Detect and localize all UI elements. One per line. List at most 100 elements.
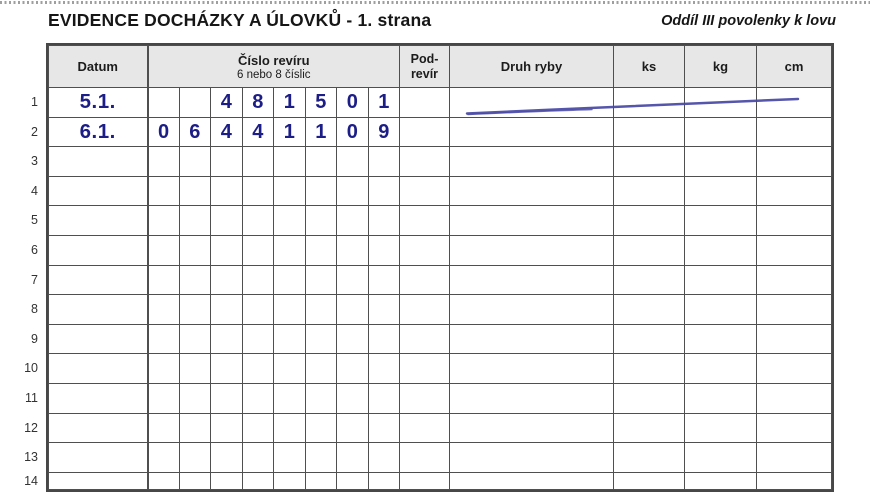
revir-digit-cell[interactable] (147, 382, 180, 414)
pod-revir-cell[interactable] (399, 412, 450, 444)
fish-species-cell[interactable] (449, 294, 614, 325)
revir-digit-cell[interactable] (147, 87, 180, 118)
ks-cell[interactable] (613, 205, 685, 236)
pod-revir-cell[interactable] (399, 234, 450, 266)
fish-species-cell[interactable] (449, 442, 614, 473)
revir-digit-cell[interactable] (178, 323, 211, 355)
kg-cell[interactable] (684, 353, 757, 384)
revir-digit-cell[interactable] (336, 146, 369, 177)
revir-digit-cell[interactable]: 4 (241, 116, 274, 148)
cm-cell[interactable] (756, 382, 832, 414)
kg-cell[interactable] (684, 87, 757, 118)
ks-cell[interactable] (613, 471, 685, 490)
revir-digit-cell[interactable] (241, 294, 274, 325)
fish-species-cell[interactable] (449, 412, 614, 444)
kg-cell[interactable] (684, 234, 757, 266)
cm-cell[interactable] (756, 442, 832, 473)
revir-digit-cell[interactable] (367, 175, 400, 207)
revir-digit-cell[interactable] (147, 234, 180, 266)
revir-digit-cell[interactable] (241, 353, 274, 384)
pod-revir-cell[interactable] (399, 205, 450, 236)
datum-cell[interactable] (48, 205, 149, 236)
revir-digit-cell[interactable] (304, 471, 337, 490)
revir-digit-cell[interactable] (367, 412, 400, 444)
revir-digit-cell[interactable] (178, 264, 211, 296)
revir-digit-cell[interactable] (178, 353, 211, 384)
revir-digit-cell[interactable] (178, 294, 211, 325)
revir-digit-cell[interactable] (241, 412, 274, 444)
revir-digit-cell[interactable] (147, 175, 180, 207)
pod-revir-cell[interactable] (399, 382, 450, 414)
revir-digit-cell[interactable] (273, 323, 306, 355)
revir-digit-cell[interactable] (304, 205, 337, 236)
revir-digit-cell[interactable] (336, 234, 369, 266)
kg-cell[interactable] (684, 294, 757, 325)
cm-cell[interactable] (756, 116, 832, 148)
revir-digit-cell[interactable] (367, 234, 400, 266)
revir-digit-cell[interactable]: 4 (210, 87, 243, 118)
pod-revir-cell[interactable] (399, 175, 450, 207)
revir-digit-cell[interactable] (304, 323, 337, 355)
revir-digit-cell[interactable]: 8 (241, 87, 274, 118)
revir-digit-cell[interactable] (336, 353, 369, 384)
kg-cell[interactable] (684, 323, 757, 355)
revir-digit-cell[interactable] (367, 323, 400, 355)
ks-cell[interactable] (613, 323, 685, 355)
datum-cell[interactable] (48, 264, 149, 296)
revir-digit-cell[interactable]: 1 (273, 87, 306, 118)
ks-cell[interactable] (613, 234, 685, 266)
revir-digit-cell[interactable] (210, 382, 243, 414)
revir-digit-cell[interactable] (304, 146, 337, 177)
revir-digit-cell[interactable] (367, 471, 400, 490)
revir-digit-cell[interactable] (273, 412, 306, 444)
datum-cell[interactable] (48, 323, 149, 355)
pod-revir-cell[interactable] (399, 264, 450, 296)
revir-digit-cell[interactable]: 0 (336, 87, 369, 118)
revir-digit-cell[interactable] (241, 471, 274, 490)
cm-cell[interactable] (756, 234, 832, 266)
revir-digit-cell[interactable] (147, 353, 180, 384)
ks-cell[interactable] (613, 264, 685, 296)
datum-cell[interactable] (48, 471, 149, 490)
revir-digit-cell[interactable] (367, 264, 400, 296)
revir-digit-cell[interactable] (241, 175, 274, 207)
datum-cell[interactable] (48, 442, 149, 473)
fish-species-cell[interactable] (449, 353, 614, 384)
revir-digit-cell[interactable] (178, 87, 211, 118)
revir-digit-cell[interactable]: 0 (336, 116, 369, 148)
revir-digit-cell[interactable] (367, 146, 400, 177)
ks-cell[interactable] (613, 382, 685, 414)
revir-digit-cell[interactable]: 6 (178, 116, 211, 148)
revir-digit-cell[interactable] (178, 175, 211, 207)
fish-species-cell[interactable] (449, 471, 614, 490)
revir-digit-cell[interactable] (273, 353, 306, 384)
ks-cell[interactable] (613, 116, 685, 148)
revir-digit-cell[interactable] (147, 264, 180, 296)
revir-digit-cell[interactable] (304, 442, 337, 473)
revir-digit-cell[interactable] (147, 323, 180, 355)
ks-cell[interactable] (613, 146, 685, 177)
revir-digit-cell[interactable] (241, 205, 274, 236)
datum-cell[interactable] (48, 146, 149, 177)
revir-digit-cell[interactable]: 1 (304, 116, 337, 148)
ks-cell[interactable] (613, 294, 685, 325)
fish-species-cell[interactable] (449, 234, 614, 266)
revir-digit-cell[interactable] (210, 205, 243, 236)
fish-species-cell[interactable] (449, 146, 614, 177)
revir-digit-cell[interactable] (273, 234, 306, 266)
revir-digit-cell[interactable] (210, 412, 243, 444)
fish-species-cell[interactable] (449, 264, 614, 296)
revir-digit-cell[interactable] (273, 294, 306, 325)
pod-revir-cell[interactable] (399, 323, 450, 355)
revir-digit-cell[interactable] (273, 264, 306, 296)
pod-revir-cell[interactable] (399, 353, 450, 384)
revir-digit-cell[interactable] (304, 175, 337, 207)
revir-digit-cell[interactable] (304, 412, 337, 444)
pod-revir-cell[interactable] (399, 471, 450, 490)
revir-digit-cell[interactable] (178, 146, 211, 177)
revir-digit-cell[interactable]: 5 (304, 87, 337, 118)
revir-digit-cell[interactable] (304, 234, 337, 266)
kg-cell[interactable] (684, 116, 757, 148)
revir-digit-cell[interactable] (241, 234, 274, 266)
revir-digit-cell[interactable] (273, 146, 306, 177)
